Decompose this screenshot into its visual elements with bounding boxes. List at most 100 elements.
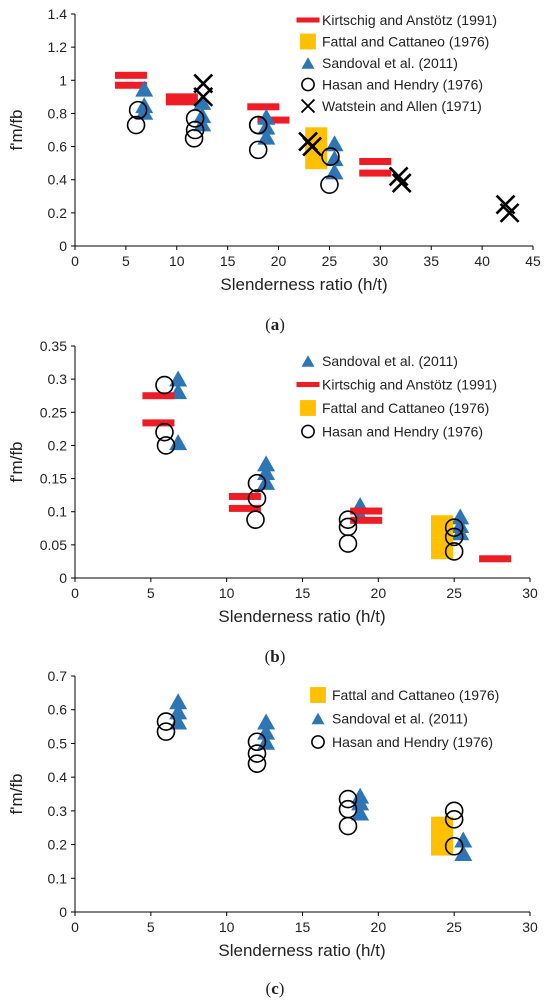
x-tick-label: 10 (169, 253, 185, 269)
data-point-square (431, 816, 454, 839)
data-point-triangle (257, 455, 276, 472)
y-tick-label: 0.2 (48, 837, 68, 853)
y-tick-label: 0.6 (48, 139, 68, 155)
y-ticks-a: 0 0.2 0.4 0.6 0.8 1 1.2 1.4 (48, 6, 75, 254)
data-point-circle (185, 120, 205, 140)
y-tick-label: 0.1 (48, 504, 68, 520)
panel-label-a: (a) (265, 315, 285, 334)
x-axis-title-c: Slenderness ratio (h/t) (218, 941, 385, 960)
data-point-circle (247, 732, 267, 752)
chart-panel-a: 0 5 10 15 20 25 30 35 40 45 00.20.40.60.811.21.4 … (7, 6, 541, 334)
data-point-triangle (451, 508, 470, 525)
data-point-circle (156, 712, 176, 731)
legend-marker-dash (296, 17, 320, 23)
data-point-x (388, 166, 409, 187)
data-point-triangle (169, 703, 188, 720)
x-tick-label: 30 (522, 919, 538, 935)
data-point-circle (185, 109, 205, 128)
data-point-square (305, 147, 328, 170)
panel-letter-b: b (270, 647, 279, 666)
x-tick-label: 10 (219, 585, 235, 601)
data-point-triangle (193, 93, 212, 110)
legend-label: Kirtschig and Anstötz (1991) (322, 12, 497, 28)
legend-label: Hasan and Hendry (1976) (322, 77, 483, 93)
panel-label-c: (c) (266, 979, 285, 998)
data-point-triangle (257, 128, 276, 145)
legend-marker-triangle (301, 57, 315, 69)
svg-text:(b): (b) (265, 647, 286, 666)
marks-b (142, 370, 512, 563)
legend-label: Hasan and Hendry (1976) (322, 424, 483, 440)
x-tick-label: 5 (122, 253, 130, 269)
data-point-x (193, 86, 214, 107)
data-point-circle (155, 422, 174, 442)
y-tick-label: 0.7 (48, 668, 68, 684)
y-tick-label: 0.4 (48, 172, 68, 188)
legend-label: Watstein and Allen (1971) (322, 98, 482, 114)
y-axis-title-a: f'm/fb (7, 109, 26, 150)
y-tick-label: 0 (59, 904, 67, 920)
y-tick-label: 0.8 (48, 105, 68, 121)
data-point-circle (156, 722, 176, 741)
x-axis-title-a: Slenderness ratio (h/t) (220, 275, 387, 294)
data-point-x (391, 173, 412, 193)
data-point-dash (142, 392, 175, 400)
x-tick-label: 15 (295, 919, 311, 935)
y-tick-label: 0.25 (40, 404, 67, 420)
data-point-triangle (257, 108, 276, 125)
legend-marker-triangle (311, 712, 325, 725)
legend-marker-square (310, 687, 326, 703)
y-tick-label: 0.05 (40, 537, 67, 553)
legend-marker-square (300, 400, 316, 416)
data-point-dash (350, 507, 383, 515)
legend-label: Hasan and Hendry (1976) (332, 734, 493, 750)
data-point-triangle (169, 370, 188, 387)
y-tick-label: 0.6 (48, 702, 68, 718)
data-point-circle (247, 473, 267, 493)
svg-text:(c): (c) (266, 979, 285, 998)
y-tick-label: 0.5 (48, 735, 68, 751)
data-point-circle (444, 836, 464, 856)
data-point-circle (338, 510, 358, 529)
x-tick-label: 40 (474, 253, 490, 269)
y-tick-label: 0.3 (48, 371, 68, 387)
x-tick-label: 0 (71, 253, 79, 269)
data-point-dash (359, 157, 392, 165)
data-point-triangle (325, 150, 344, 167)
chart-panel-c: 0 5 10 15 20 25 30 0 0.1 0.2 0.3 0.4 0.5 0.6 0.7 Fatt… (7, 668, 538, 998)
y-tick-label: 0.4 (48, 769, 68, 785)
data-point-square (431, 537, 454, 560)
data-point-square (305, 127, 328, 150)
x-tick-label: 20 (371, 585, 387, 601)
y-ticks-c: 0 0.1 0.2 0.3 0.4 0.5 0.6 0.7 (48, 668, 75, 920)
data-point-circle (126, 115, 146, 135)
data-point-dash (257, 116, 290, 124)
x-tick-label: 0 (71, 919, 79, 935)
y-tick-label: 0.1 (48, 870, 68, 886)
x-tick-label: 15 (295, 585, 311, 601)
legend-label: Fattal and Cattaneo (1976) (332, 687, 499, 703)
data-point-circle (338, 789, 358, 809)
x-ticks-b: 0 5 10 15 20 25 30 (71, 578, 538, 601)
data-point-triangle (454, 831, 473, 848)
data-point-triangle (169, 434, 188, 451)
panel-letter-a: a (271, 315, 280, 334)
data-point-dash (479, 555, 512, 563)
x-ticks-c: 0 5 10 15 20 25 30 (71, 912, 538, 935)
data-point-circle (444, 518, 464, 537)
data-point-circle (320, 175, 339, 194)
data-point-dash (228, 504, 261, 512)
data-point-circle (444, 809, 464, 829)
y-tick-label: 1 (59, 72, 67, 88)
data-point-dash (165, 93, 198, 101)
data-point-circle (444, 801, 464, 821)
data-point-dash (350, 516, 383, 524)
x-tick-label: 25 (446, 919, 462, 935)
data-point-triangle (169, 693, 188, 710)
x-tick-label: 20 (371, 919, 387, 935)
data-point-triangle (351, 804, 370, 821)
marks-c (156, 693, 473, 861)
legend-label: Sandoval et al. (2011) (332, 711, 468, 727)
y-tick-label: 0.2 (48, 205, 68, 221)
